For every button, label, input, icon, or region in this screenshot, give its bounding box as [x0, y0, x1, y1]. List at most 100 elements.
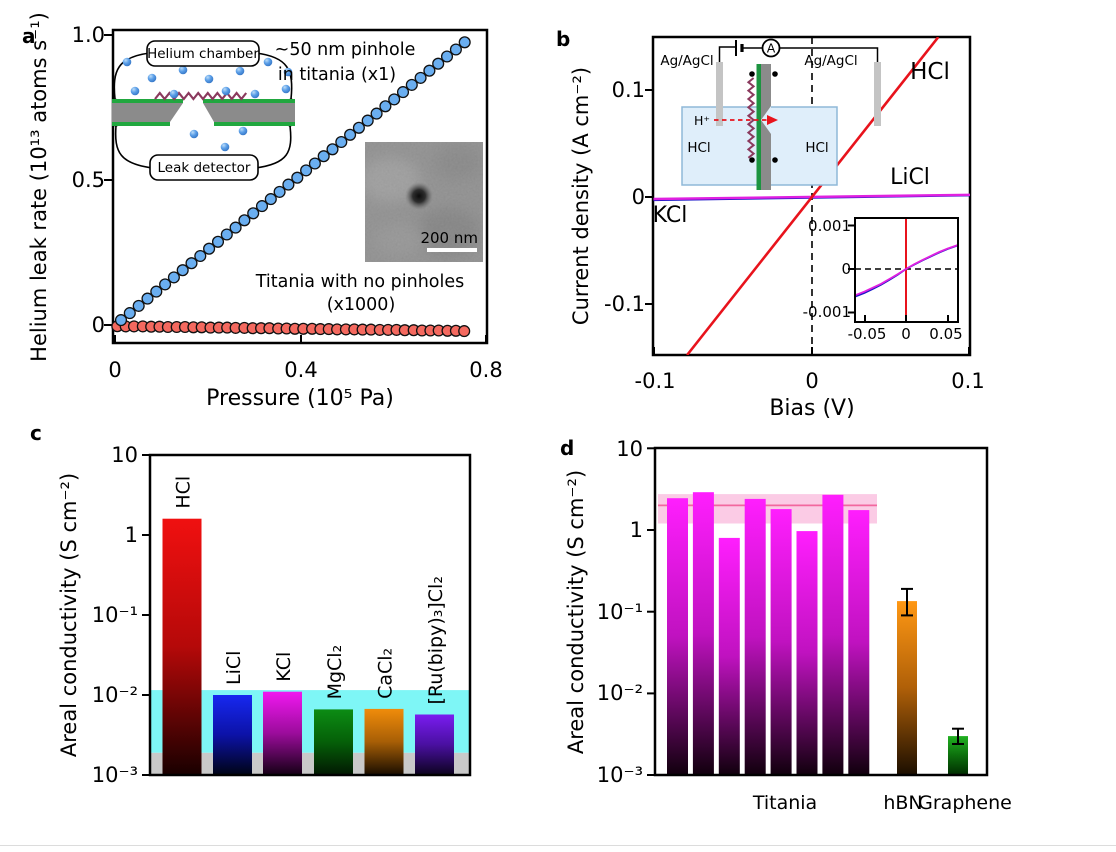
panel-d-ticks — [647, 447, 655, 776]
panel-a-scatter-series — [111, 36, 471, 338]
pinhole-data-point — [229, 221, 242, 234]
pinhole-data-point — [159, 278, 172, 291]
panel-c: c 10⁻³ 10⁻² 10⁻¹ 1 10 Areal conductivity… — [30, 421, 472, 787]
bar-MgCl₂ — [314, 709, 353, 774]
helium-leak-schematic: Helium chamber Leak detector — [112, 40, 295, 181]
panel-c-ytick-1e-3: 10⁻³ — [92, 763, 138, 787]
panel-b-xtick-m01: -0.1 — [635, 369, 676, 393]
panel-d-ytick-1e-3: 10⁻³ — [597, 763, 643, 787]
pinhole-data-point — [405, 78, 418, 91]
panel-a-ytick-0: 0 — [92, 313, 105, 337]
no-pinhole-data-point — [458, 325, 471, 338]
panel-c-y-axis-title: Areal conductivity (S cm⁻²) — [57, 473, 81, 757]
pinhole-data-point — [247, 207, 260, 220]
pinhole-data-point — [264, 193, 277, 206]
support-membrane — [112, 103, 183, 122]
pinhole-data-point — [352, 121, 365, 134]
panel-d-ytick-1e-1: 10⁻¹ — [597, 600, 643, 624]
panel-b-ytick-01: 0.1 — [612, 78, 645, 102]
pinhole-data-point — [458, 36, 471, 49]
pinhole-data-point — [273, 185, 286, 198]
page-divider — [0, 845, 1116, 846]
pinhole-data-point — [203, 242, 216, 255]
pinhole-data-point — [317, 150, 330, 163]
electrode-left — [716, 62, 723, 126]
panel-d-ytick-1e-2: 10⁻² — [597, 681, 643, 705]
pinhole-data-point — [282, 178, 295, 191]
panel-c-ticks — [142, 454, 150, 776]
pinhole-data-point — [300, 164, 313, 177]
panel-b-xtick-01: 0.1 — [951, 369, 984, 393]
pinhole-data-point — [255, 200, 269, 213]
electrode-right-label: Ag/AgCl — [804, 53, 857, 69]
bar-label-KCl: KCl — [273, 652, 295, 682]
pinhole-data-point — [238, 214, 251, 227]
panel-a-xtick-08: 0.8 — [469, 358, 502, 382]
panel-d-ytick-10: 10 — [616, 437, 643, 461]
panel-a-x-axis-title: Pressure (10⁵ Pa) — [206, 386, 394, 411]
bar-label-LiCl: LiCl — [223, 651, 245, 685]
panel-b-x-axis-title: Bias (V) — [769, 396, 854, 420]
iv-curve-hcl — [686, 37, 940, 355]
panel-b: b 0.1 0 -0.1 -0.1 0 0.1 Current density … — [556, 27, 985, 420]
pinhole-spot — [405, 182, 433, 210]
pinhole-data-point — [440, 50, 454, 63]
blue-series-note-line1: ~50 nm pinhole — [275, 40, 416, 60]
pinhole-data-point — [167, 271, 180, 284]
electrode-left-label: Ag/AgCl — [660, 53, 713, 69]
pinhole-data-point — [361, 114, 374, 127]
bar-KCl — [263, 691, 302, 774]
red-series-note-line1: Titania with no pinholes — [255, 272, 465, 292]
panel-b-xtick-0: 0 — [805, 369, 818, 393]
panel-d-y-axis-title: Areal conductivity (S cm⁻²) — [564, 470, 588, 754]
bar-label-CaCl₂: CaCl₂ — [374, 648, 396, 699]
pinhole-data-point — [423, 64, 436, 77]
blue-series-note-line2: in titania (x1) — [278, 65, 396, 85]
panel-d-reference-band — [658, 494, 877, 524]
panel-d-bars — [667, 492, 968, 774]
pinhole-data-point — [141, 292, 154, 305]
titania-film-zigzag — [154, 91, 248, 101]
tem-image: 200 nm — [365, 142, 483, 262]
graphene-group-label: Graphene — [918, 792, 1012, 814]
helium-atoms — [122, 57, 293, 168]
bar-LiCl — [213, 695, 252, 774]
bar-[Ru(bipy)₃]Cl₂ — [415, 714, 454, 774]
support-green-layer — [112, 99, 183, 103]
bar-titania-3 — [744, 498, 766, 774]
titania-film-zigzag-b — [746, 77, 756, 159]
pinhole-data-point — [308, 157, 321, 170]
kcl-series-label: KCl — [653, 203, 688, 228]
panel-c-ytick-1e-1: 10⁻¹ — [92, 603, 138, 627]
bar-hbn-0 — [897, 601, 917, 774]
inset-iv-curves — [855, 218, 958, 322]
inset-iv-curve-kcl — [855, 244, 958, 297]
panel-b-ytick-0: 0 — [632, 185, 645, 209]
pinhole-data-point — [370, 107, 383, 120]
pinhole-data-point — [396, 86, 410, 99]
tem-scale-bar — [427, 248, 477, 252]
bar-label-HCl: HCl — [173, 476, 195, 509]
electrode-right — [874, 62, 881, 126]
bar-graphene-0 — [948, 736, 968, 774]
panel-b-iv-curves — [653, 37, 970, 355]
tem-scale-label: 200 nm — [420, 229, 478, 247]
pinhole-data-point — [388, 93, 401, 106]
hcl-series-label: HCl — [910, 59, 950, 85]
pinhole-data-point — [114, 314, 128, 327]
panel-c-ytick-1: 1 — [125, 523, 138, 547]
pinhole-data-point — [432, 57, 445, 70]
panel-a-xtick-0: 0 — [108, 358, 121, 382]
panel-d-error-bars — [901, 587, 964, 745]
titania-group-label: Titania — [752, 792, 817, 814]
leak-detector-label: Leak detector — [158, 160, 251, 176]
panel-a-label: a — [22, 24, 36, 48]
pinhole-data-point — [414, 71, 427, 84]
bar-CaCl₂ — [364, 708, 404, 774]
electrochemical-cell-schematic: A H⁺ HCl HCl Ag/AgCl Ag/AgCl — [660, 38, 881, 190]
pinhole-data-point — [344, 128, 357, 141]
licl-series-label: LiCl — [890, 165, 930, 190]
inset-xtick-right: 0.05 — [929, 325, 962, 343]
helium-chamber-label: Helium chamber — [147, 46, 259, 62]
